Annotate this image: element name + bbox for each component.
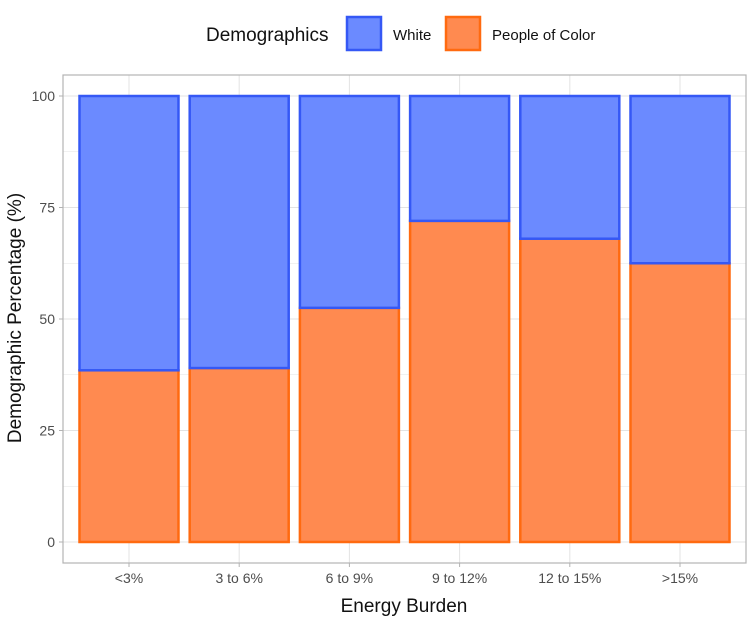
x-tick-label: 6 to 9%	[326, 570, 373, 586]
y-tick-label: 0	[47, 534, 55, 550]
bar-white	[408, 94, 511, 223]
bar-white	[188, 94, 290, 370]
bar-white	[629, 94, 731, 265]
y-tick-label: 75	[39, 200, 55, 216]
legend-title: Demographics	[206, 25, 329, 46]
x-tick-label: <3%	[115, 570, 143, 586]
bars	[78, 94, 731, 544]
bar-people-of-color	[519, 237, 621, 544]
bar-white	[519, 94, 621, 240]
x-tick-label: 3 to 6%	[215, 570, 262, 586]
bar-people-of-color	[298, 306, 401, 544]
y-axis-ticks: 0 25 50 75 100	[32, 88, 63, 550]
legend-key-white	[345, 15, 383, 52]
bar-people-of-color	[188, 366, 290, 544]
legend-key-people-of-color	[444, 15, 482, 52]
x-axis-title: Energy Burden	[341, 596, 468, 617]
x-tick-label: 9 to 12%	[432, 570, 487, 586]
bar-white	[298, 94, 401, 310]
x-tick-label: >15%	[662, 570, 698, 586]
bar-people-of-color	[408, 219, 511, 544]
y-tick-label: 50	[39, 311, 55, 327]
y-tick-label: 100	[32, 88, 56, 104]
bar-people-of-color	[629, 262, 731, 544]
x-axis-ticks: <3% 3 to 6% 6 to 9% 9 to 12% 12 to 15% >15%	[115, 563, 698, 586]
y-axis-title: Demographic Percentage (%)	[5, 193, 26, 443]
y-tick-label: 25	[39, 423, 55, 439]
legend-label-people-of-color: People of Color	[492, 27, 595, 44]
plot-panel	[62, 74, 747, 564]
legend: Demographics White People of Color	[206, 15, 595, 52]
bar-people-of-color	[78, 369, 180, 544]
x-tick-label: 12 to 15%	[538, 570, 601, 586]
legend-label-white: White	[393, 27, 431, 44]
bar-white	[78, 94, 180, 372]
